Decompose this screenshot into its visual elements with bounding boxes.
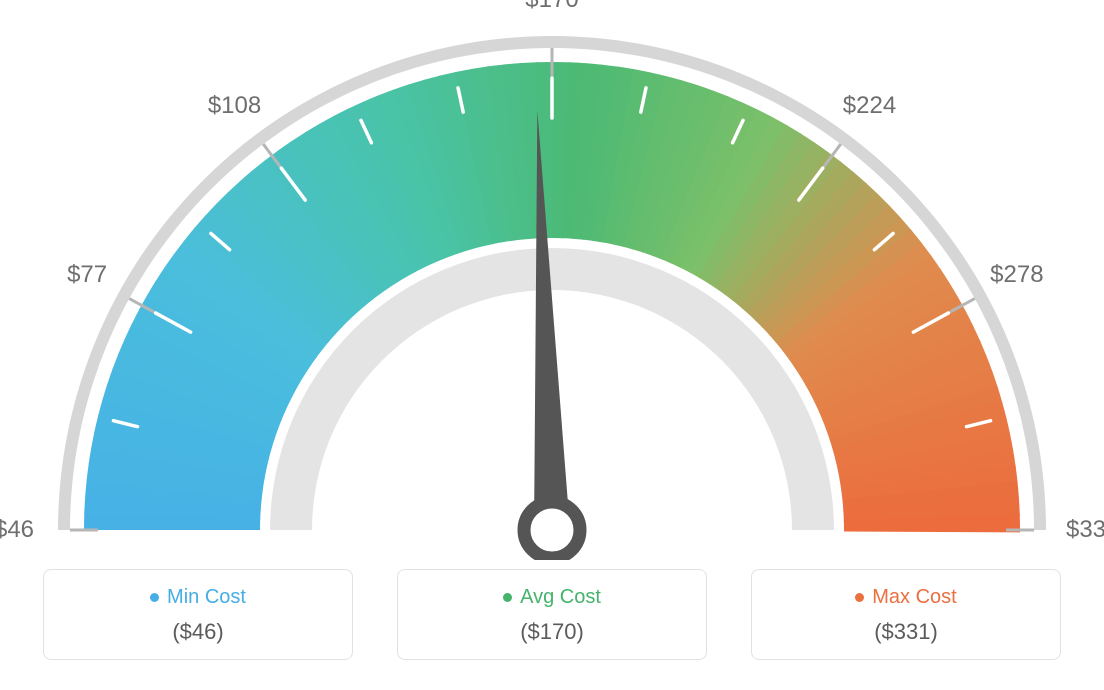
legend-value: ($170) xyxy=(408,619,696,645)
legend-title: Min Cost xyxy=(167,586,246,609)
legend-title-row: Min Cost xyxy=(150,586,246,609)
gauge-tick-label: $278 xyxy=(990,261,1043,289)
legend-value: ($46) xyxy=(54,619,342,645)
legend-title-row: Max Cost xyxy=(855,586,956,609)
legend-dot-icon xyxy=(503,593,512,602)
gauge-svg xyxy=(0,0,1104,560)
legend-card: Max Cost ($331) xyxy=(751,569,1061,660)
legend-dot-icon xyxy=(150,593,159,602)
gauge-tick-label: $331 xyxy=(1066,516,1104,544)
gauge-tick-label: $170 xyxy=(525,0,578,14)
gauge-tick-label: $46 xyxy=(0,516,34,544)
gauge-needle-hub xyxy=(524,502,580,558)
legend-title: Max Cost xyxy=(872,586,956,609)
gauge-area: $46 $77 $108 $170 $224 $278 $331 xyxy=(0,0,1104,560)
cost-gauge-chart: $46 $77 $108 $170 $224 $278 $331 Min Cost ($46)… xyxy=(0,0,1104,690)
legend-title-row: Avg Cost xyxy=(503,586,601,609)
legend-value: ($331) xyxy=(762,619,1050,645)
legend-dot-icon xyxy=(855,593,864,602)
legend-card: Min Cost ($46) xyxy=(43,569,353,660)
gauge-tick-label: $77 xyxy=(67,261,107,289)
legend-title: Avg Cost xyxy=(520,586,601,609)
legend-row: Min Cost ($46) Avg Cost ($170) Max Cost ($331… xyxy=(0,569,1104,660)
gauge-tick-label: $108 xyxy=(208,92,261,120)
legend-card: Avg Cost ($170) xyxy=(397,569,707,660)
gauge-tick-label: $224 xyxy=(843,92,896,120)
